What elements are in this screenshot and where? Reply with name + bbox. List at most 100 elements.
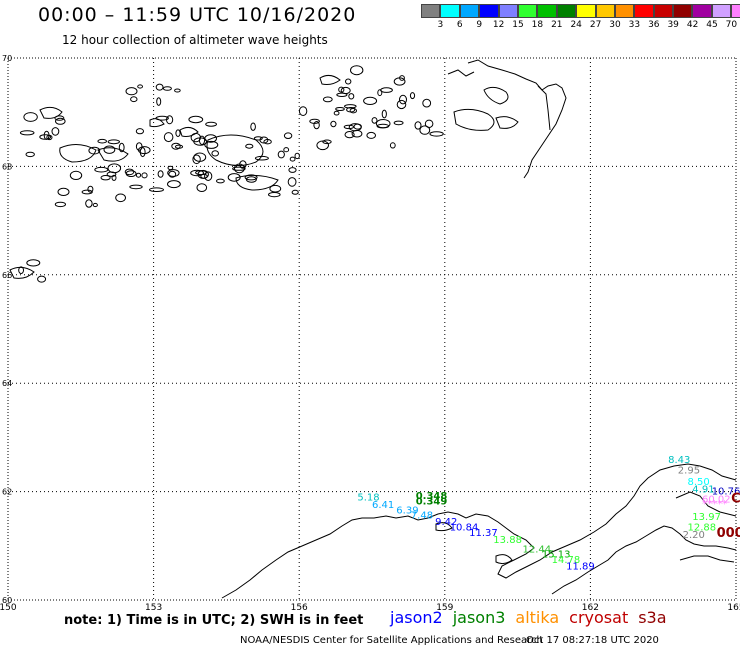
island-outline bbox=[287, 177, 297, 187]
island-outline bbox=[156, 97, 162, 106]
island-outline bbox=[92, 202, 98, 208]
island-outline bbox=[227, 173, 241, 182]
legend-swatch bbox=[576, 4, 596, 18]
island-outline bbox=[55, 117, 66, 125]
wave-height-label: 4.91 bbox=[692, 485, 714, 496]
map-frame bbox=[7, 57, 737, 601]
island-outline bbox=[88, 146, 101, 155]
island-outline bbox=[137, 84, 144, 89]
island-outline bbox=[19, 130, 35, 136]
island-outline bbox=[381, 109, 387, 119]
island-outline bbox=[283, 132, 293, 139]
satellite-name: altika bbox=[515, 608, 560, 627]
legend-label: 42 bbox=[686, 20, 699, 30]
latitude-label: 70 bbox=[2, 54, 12, 63]
satellite-legend: jason2 jason3 altika cryosat s3a bbox=[390, 608, 677, 627]
latitude-label: 68 bbox=[2, 162, 12, 171]
map-subtitle: 12 hour collection of altimeter wave hei… bbox=[62, 33, 328, 47]
island-outline bbox=[193, 152, 207, 162]
island-outline bbox=[25, 151, 35, 158]
latitude-label: 60 bbox=[2, 596, 12, 605]
legend-label: 24 bbox=[570, 20, 582, 30]
legend-swatch bbox=[711, 4, 732, 18]
island-outline bbox=[125, 170, 137, 178]
legend-label: 3 bbox=[437, 20, 444, 30]
island-outline bbox=[107, 163, 122, 174]
island-outlines bbox=[18, 65, 444, 283]
island-outline bbox=[168, 170, 177, 178]
island-outline bbox=[54, 115, 65, 121]
island-outline bbox=[216, 178, 225, 184]
wave-height-label: 6.41 bbox=[372, 500, 394, 511]
southern-coastline bbox=[221, 463, 737, 599]
island-outline bbox=[350, 65, 364, 76]
island-outline bbox=[167, 169, 180, 177]
longitude-label: 156 bbox=[291, 603, 308, 613]
island-outline bbox=[396, 99, 407, 110]
generated-timestamp: Oct 17 08:27:18 UTC 2020 bbox=[526, 635, 659, 646]
legend-swatch bbox=[498, 4, 518, 18]
island-outline bbox=[163, 132, 174, 143]
island-outline bbox=[129, 184, 143, 190]
wave-height-label: 2.20 bbox=[683, 530, 705, 541]
island-outline bbox=[192, 154, 201, 165]
legend-swatch bbox=[634, 4, 654, 18]
island-outline bbox=[409, 92, 416, 100]
island-outline bbox=[309, 118, 320, 124]
island-outline bbox=[211, 150, 219, 157]
island-outline bbox=[124, 168, 135, 176]
island-outline bbox=[419, 125, 431, 135]
island-outline bbox=[294, 152, 300, 160]
footnote: note: 1) Time is in UTC; 2) SWH is in fe… bbox=[64, 613, 364, 628]
legend-swatch bbox=[479, 4, 499, 18]
island-outline bbox=[155, 83, 164, 91]
island-outline bbox=[322, 139, 332, 145]
island-outline bbox=[135, 172, 142, 178]
island-outline bbox=[26, 259, 41, 267]
island-outline bbox=[253, 136, 263, 141]
island-outline bbox=[340, 86, 351, 95]
island-outline bbox=[371, 117, 378, 124]
island-outline bbox=[54, 201, 67, 208]
island-outline bbox=[174, 144, 184, 149]
island-outline bbox=[139, 147, 146, 158]
island-outline bbox=[291, 189, 299, 195]
island-outline bbox=[343, 124, 355, 130]
wave-height-label: 5.18 bbox=[357, 492, 379, 503]
island-outline bbox=[103, 145, 116, 154]
island-outline bbox=[107, 139, 121, 145]
island-outline bbox=[85, 199, 93, 208]
island-outline bbox=[190, 169, 205, 177]
satellite-name: cryosat bbox=[569, 608, 629, 627]
longitude-label: 153 bbox=[145, 603, 162, 613]
legend-label: 21 bbox=[551, 20, 563, 30]
wave-height-labels: 5.186.41 6.397.489.4210.8411.3713.8812.44… bbox=[357, 455, 740, 573]
island-outline bbox=[429, 131, 444, 137]
island-outline bbox=[376, 123, 390, 129]
island-outline bbox=[51, 127, 60, 136]
legend-label: 70 bbox=[725, 20, 738, 30]
legend-label: 27 bbox=[589, 20, 602, 30]
legend-label: 12 bbox=[492, 20, 505, 30]
legend-label: 15 bbox=[512, 20, 524, 30]
island-outline bbox=[196, 183, 208, 193]
island-outline bbox=[277, 150, 285, 159]
island-outline bbox=[162, 86, 172, 91]
wave-height-label: C bbox=[731, 491, 740, 506]
longitude-label: 162 bbox=[582, 603, 599, 613]
northern-coastline bbox=[9, 59, 567, 279]
legend-swatch bbox=[459, 4, 480, 18]
wave-height-label: 8.50 bbox=[688, 477, 710, 488]
wave-height-label: ***** bbox=[702, 499, 727, 510]
island-outline bbox=[393, 120, 404, 126]
legend-label: 9 bbox=[476, 20, 483, 30]
island-outline bbox=[380, 87, 393, 93]
island-outline bbox=[348, 93, 355, 100]
latitude-label: 62 bbox=[2, 488, 12, 497]
latitude-label: 66 bbox=[2, 271, 12, 280]
island-outline bbox=[377, 89, 383, 97]
island-outline bbox=[336, 92, 348, 98]
wave-height-label: 7.48 bbox=[411, 511, 433, 522]
island-outline bbox=[234, 163, 245, 174]
